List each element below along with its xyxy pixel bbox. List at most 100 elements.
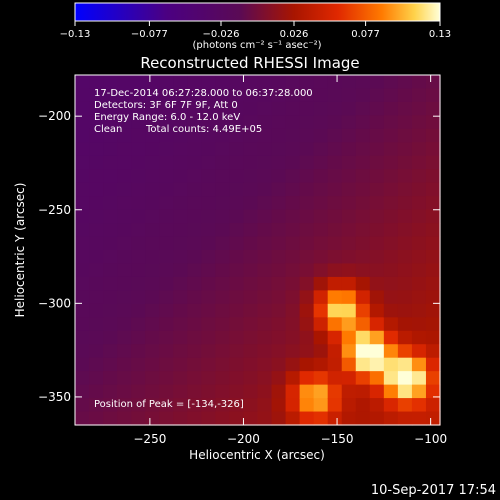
- heatmap-cell: [257, 398, 273, 413]
- annotation-counts: Total counts: 4.49E+05: [145, 124, 262, 135]
- heatmap-cell: [173, 236, 188, 251]
- heatmap-cell: [159, 142, 174, 157]
- heatmap-cell: [341, 290, 357, 305]
- heatmap-cell: [313, 75, 329, 90]
- heatmap-cell: [103, 330, 118, 345]
- heatmap-cell: [229, 357, 245, 372]
- heatmap-cell: [229, 398, 245, 413]
- heatmap-cell: [145, 263, 160, 278]
- heatmap-cell: [369, 142, 385, 157]
- heatmap-cell: [215, 384, 231, 399]
- heatmap-cell: [369, 236, 385, 251]
- heatmap-cell: [145, 344, 160, 359]
- heatmap-cell: [89, 384, 104, 399]
- heatmap-cell: [243, 155, 259, 170]
- colorbar-tick-label: −0.13: [60, 29, 91, 40]
- heatmap-cell: [313, 344, 329, 359]
- heatmap-cell: [341, 250, 357, 265]
- heatmap-cell: [411, 169, 427, 184]
- heatmap-cell: [397, 290, 413, 305]
- heatmap-cell: [425, 182, 441, 197]
- colorbar-ticks: −0.13 −0.077 −0.026 0.026 0.077 0.13: [60, 21, 451, 40]
- heatmap-cell: [369, 155, 385, 170]
- heatmap-cell: [271, 128, 287, 143]
- heatmap-cell: [145, 196, 160, 211]
- heatmap-cell: [299, 142, 315, 157]
- heatmap-cell: [271, 344, 287, 359]
- heatmap-cell: [117, 411, 132, 426]
- heatmap-cell: [341, 142, 357, 157]
- heatmap-cell: [103, 169, 118, 184]
- heatmap-cell: [215, 290, 231, 305]
- heatmap-cell: [411, 330, 427, 345]
- heatmap-cell: [355, 250, 371, 265]
- heatmap-cell: [89, 169, 104, 184]
- heatmap-cell: [299, 88, 315, 103]
- heatmap-cell: [271, 250, 287, 265]
- heatmap-cell: [229, 155, 245, 170]
- heatmap-cell: [299, 182, 315, 197]
- heatmap-cell: [215, 303, 231, 318]
- heatmap-cell: [215, 371, 231, 386]
- heatmap-cell: [285, 128, 301, 143]
- heatmap-cell: [159, 182, 174, 197]
- heatmap-cell: [383, 330, 399, 345]
- heatmap-cell: [89, 182, 104, 197]
- heatmap-cell: [355, 223, 371, 238]
- heatmap-cell: [173, 384, 188, 399]
- heatmap-cell: [271, 196, 287, 211]
- heatmap-cell: [103, 128, 118, 143]
- heatmap-cell: [397, 223, 413, 238]
- heatmap-cell: [117, 155, 132, 170]
- colorbar-tick-label: 0.077: [351, 29, 380, 40]
- heatmap-cell: [397, 263, 413, 278]
- heatmap-cell: [229, 169, 245, 184]
- heatmap-cell: [229, 88, 245, 103]
- heatmap-cell: [411, 276, 427, 291]
- heatmap-cell: [257, 209, 273, 224]
- heatmap-cell: [201, 88, 216, 103]
- heatmap-cell: [103, 196, 118, 211]
- heatmap-cell: [397, 250, 413, 265]
- heatmap-cell: [173, 155, 188, 170]
- heatmap-cell: [369, 330, 385, 345]
- heatmap-cell: [131, 276, 146, 291]
- heatmap-cell: [355, 384, 371, 399]
- heatmap-cell: [425, 357, 441, 372]
- heatmap-cell: [271, 88, 287, 103]
- heatmap-cell: [425, 411, 441, 426]
- heatmap-cell: [89, 209, 104, 224]
- heatmap-cell: [285, 398, 301, 413]
- annotation-detectors: Detectors: 3F 6F 7F 9F, Att 0: [94, 100, 238, 111]
- heatmap-cell: [299, 101, 315, 116]
- heatmap-cell: [355, 330, 371, 345]
- heatmap-cell: [159, 196, 174, 211]
- heatmap-cell: [411, 263, 427, 278]
- heatmap-cell: [327, 209, 343, 224]
- heatmap-cell: [201, 344, 216, 359]
- heatmap-cell: [355, 263, 371, 278]
- heatmap-cell: [173, 142, 188, 157]
- heatmap-cell: [187, 263, 202, 278]
- heatmap-cell: [117, 142, 132, 157]
- heatmap-cell: [131, 101, 146, 116]
- heatmap-cell: [313, 263, 329, 278]
- heatmap-cell: [285, 101, 301, 116]
- heatmap-cell: [285, 303, 301, 318]
- heatmap-cell: [383, 384, 399, 399]
- footer-date: 10-Sep-2017 17:54: [371, 483, 496, 498]
- chart-title: Reconstructed RHESSI Image: [140, 54, 359, 72]
- heatmap-cell: [201, 357, 216, 372]
- heatmap-cell: [187, 142, 202, 157]
- heatmap-cell: [103, 209, 118, 224]
- heatmap-cell: [131, 357, 146, 372]
- heatmap-cell: [159, 398, 174, 413]
- heatmap-cell: [257, 371, 273, 386]
- heatmap-cell: [229, 371, 245, 386]
- heatmap-cell: [117, 357, 132, 372]
- heatmap-cell: [369, 88, 385, 103]
- heatmap-cell: [229, 344, 245, 359]
- heatmap-cell: [75, 263, 90, 278]
- heatmap-cell: [341, 317, 357, 332]
- heatmap-cell: [103, 75, 118, 90]
